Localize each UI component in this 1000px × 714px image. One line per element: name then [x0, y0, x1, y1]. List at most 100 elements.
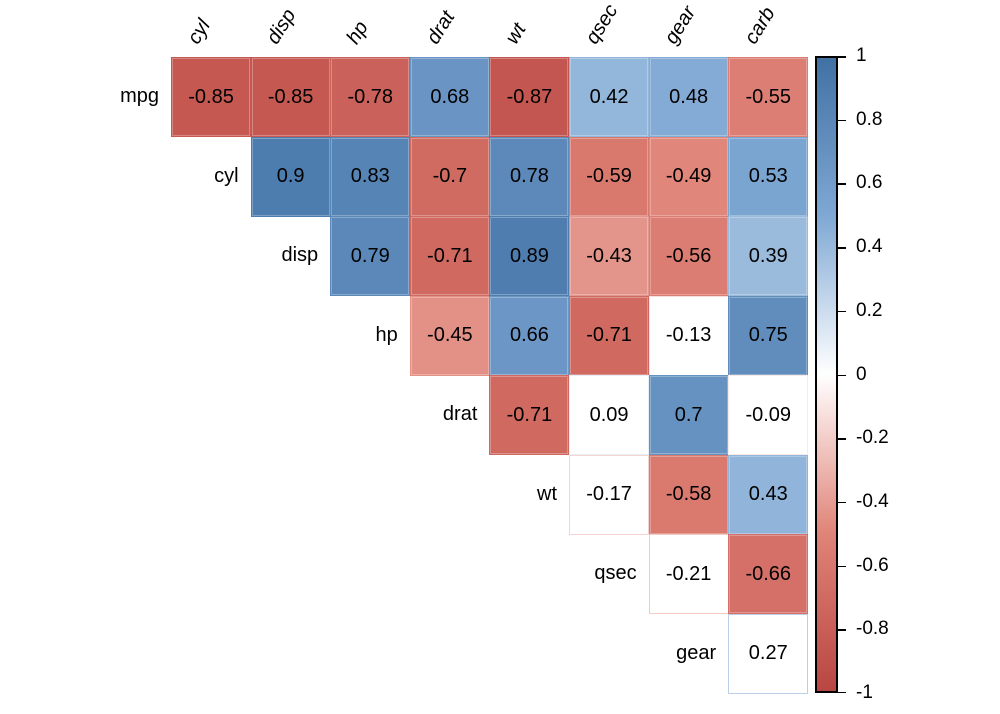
colorbar-tick [838, 501, 846, 504]
matrix-cell-hp-drat: -0.45 [409, 295, 490, 376]
matrix-cell-cyl-wt: 0.78 [489, 136, 570, 217]
cell-value: -0.56 [665, 244, 712, 267]
colorbar-tick [838, 374, 846, 376]
cell-value: 0.7 [674, 403, 703, 426]
matrix-cell-hp-carb: 0.75 [728, 295, 809, 376]
column-label-carb: carb [740, 3, 780, 49]
cell-value: 0.75 [748, 324, 788, 346]
column-label-hp: hp [342, 17, 373, 48]
column-label-disp: disp [262, 5, 301, 49]
row-label-hp: hp [375, 323, 398, 346]
colorbar [815, 56, 838, 693]
matrix-cell-cyl-carb: 0.53 [728, 136, 809, 217]
matrix-cell-disp-wt: 0.89 [489, 216, 570, 296]
cell-value: 0.68 [430, 85, 470, 108]
cell-value: 0.9 [276, 165, 305, 187]
colorbar-tick-label: 0.2 [856, 299, 883, 321]
colorbar-tick [838, 691, 846, 693]
cell-value: -0.17 [586, 483, 632, 505]
matrix-cell-disp-gear: -0.56 [648, 216, 729, 296]
column-label-drat: drat [421, 7, 459, 48]
cell-value: -0.55 [745, 85, 792, 108]
matrix-cell-disp-hp: 0.79 [330, 216, 411, 296]
matrix-cell-cyl-gear: -0.49 [648, 136, 729, 217]
row-label-wt: wt [537, 482, 557, 505]
cell-value: -0.13 [665, 324, 712, 346]
matrix-cell-mpg-qsec: 0.42 [569, 57, 650, 137]
colorbar-tick [838, 183, 846, 185]
matrix-cell-cyl-hp: 0.83 [330, 136, 411, 217]
colorbar-tick [838, 119, 846, 122]
matrix-cell-gear-carb: 0.27 [728, 613, 809, 694]
matrix-cell-wt-carb: 0.43 [728, 454, 809, 535]
column-label-cyl: cyl [183, 15, 215, 48]
colorbar-tick-label: -0.2 [856, 427, 889, 449]
cell-value: 0.53 [748, 165, 788, 187]
colorbar-tick-label: -0.4 [856, 490, 889, 512]
cell-value: -0.09 [745, 403, 792, 426]
cell-value: -0.85 [188, 85, 234, 108]
matrix-cell-drat-gear: 0.7 [648, 375, 729, 455]
row-label-drat: drat [442, 403, 478, 425]
matrix-cell-hp-qsec: -0.71 [569, 295, 650, 376]
matrix-cell-cyl-disp: 0.9 [250, 136, 331, 217]
matrix-cell-mpg-wt: -0.87 [489, 57, 570, 137]
matrix-cell-mpg-hp: -0.78 [330, 57, 411, 137]
cell-value: 0.78 [509, 165, 549, 187]
colorbar-tick-label: -1 [856, 682, 873, 703]
cell-value: -0.78 [347, 85, 394, 108]
matrix-cell-mpg-drat: 0.68 [409, 57, 490, 137]
cell-value: -0.59 [586, 165, 632, 187]
cell-value: -0.21 [665, 562, 712, 585]
matrix-cell-drat-wt: -0.71 [489, 375, 570, 455]
cell-value: -0.85 [267, 85, 314, 108]
matrix-cell-mpg-cyl: -0.85 [171, 57, 252, 137]
matrix-cell-wt-gear: -0.58 [648, 454, 729, 535]
matrix-cell-hp-wt: 0.66 [489, 295, 570, 376]
cell-value: 0.09 [589, 403, 629, 426]
colorbar-tick [838, 56, 846, 58]
colorbar-tick [838, 310, 846, 313]
cell-value: -0.71 [427, 244, 473, 267]
cell-value: -0.71 [586, 324, 632, 346]
row-label-cyl: cyl [214, 164, 239, 187]
cell-value: 0.79 [350, 244, 390, 267]
cell-value: 0.66 [509, 324, 549, 346]
colorbar-tick-label: -0.8 [856, 618, 889, 640]
matrix-cell-cyl-drat: -0.7 [409, 136, 490, 217]
colorbar-tick-label: 0.6 [856, 172, 883, 194]
row-label-qsec: qsec [594, 562, 637, 584]
colorbar-tick [838, 247, 846, 249]
cell-value: -0.58 [665, 483, 712, 505]
matrix-cell-qsec-carb: -0.66 [728, 534, 809, 614]
cell-value: -0.87 [506, 85, 553, 108]
cell-value: 0.42 [589, 85, 629, 108]
matrix-cell-hp-gear: -0.13 [648, 295, 729, 376]
colorbar-tick-label: -0.6 [856, 554, 889, 576]
cell-value: 0.89 [509, 244, 549, 267]
column-label-gear: gear [660, 2, 701, 48]
cell-value: 0.27 [748, 642, 788, 664]
cell-value: -0.43 [586, 244, 632, 267]
colorbar-tick-label: 0 [856, 363, 867, 385]
column-label-wt: wt [501, 19, 531, 48]
cell-value: 0.83 [350, 165, 390, 187]
matrix-cell-cyl-qsec: -0.59 [569, 136, 650, 217]
row-label-gear: gear [676, 641, 717, 664]
cell-value: -0.45 [427, 324, 473, 346]
matrix-cell-drat-carb: -0.09 [728, 375, 809, 455]
matrix-cell-disp-carb: 0.39 [728, 216, 809, 296]
row-label-disp: disp [281, 244, 319, 266]
cell-value: 0.48 [669, 85, 709, 108]
matrix-cell-disp-qsec: -0.43 [569, 216, 650, 296]
colorbar-tick-label: 0.8 [856, 108, 883, 130]
matrix-cell-wt-qsec: -0.17 [569, 454, 650, 535]
cell-value: 0.39 [748, 244, 788, 267]
column-label-qsec: qsec [581, 0, 623, 48]
colorbar-tick-label: 1 [856, 45, 867, 66]
matrix-cell-qsec-gear: -0.21 [648, 534, 729, 614]
matrix-cell-mpg-carb: -0.55 [728, 57, 809, 137]
colorbar-tick [838, 565, 846, 568]
colorbar-tick [838, 438, 846, 440]
